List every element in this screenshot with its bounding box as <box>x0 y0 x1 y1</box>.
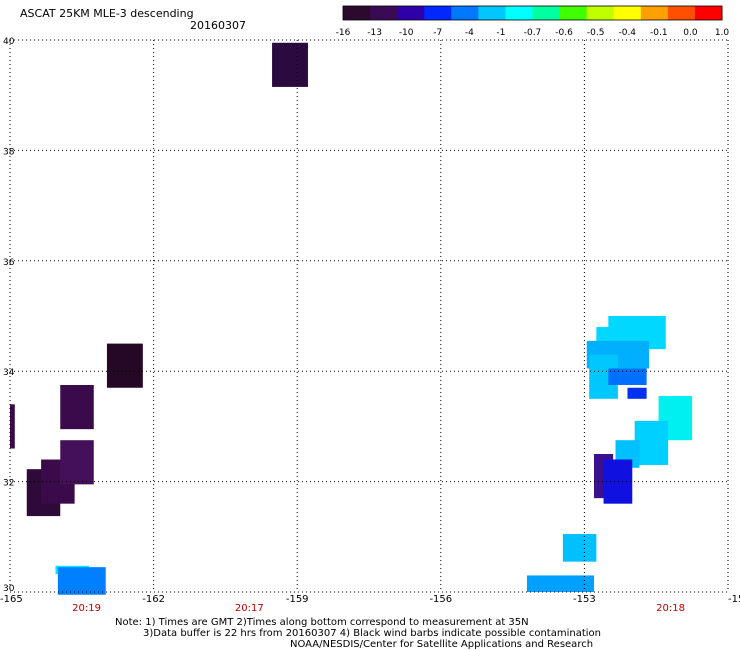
data-cell <box>60 440 94 485</box>
longitude-label: -162 <box>142 594 165 605</box>
note-line-1: Note: 1) Times are GMT 2)Times along bot… <box>115 617 529 628</box>
colorbar-label: -0.5 <box>587 28 605 38</box>
time-label: 20:18 <box>656 603 685 614</box>
colorbar-swatch <box>640 6 669 20</box>
longitude-label: -150 <box>728 594 740 605</box>
longitude-label: -153 <box>573 594 596 605</box>
time-label: 20:19 <box>72 603 101 614</box>
colorbar-swatch <box>370 6 398 20</box>
colorbar-swatch <box>532 6 561 20</box>
colorbar-label: 0.0 <box>683 28 698 38</box>
data-cell <box>562 534 597 562</box>
colorbar-label: -4 <box>465 28 474 38</box>
colorbar-swatch <box>397 6 425 20</box>
longitude-label: -165 <box>0 594 23 605</box>
colorbar-swatch <box>559 6 588 20</box>
colorbar-swatch <box>613 6 642 20</box>
data-cell <box>60 385 94 430</box>
data-cells <box>10 42 693 595</box>
map-title: ASCAT 25KM MLE-3 descending <box>20 7 194 20</box>
time-label: 20:17 <box>235 603 264 614</box>
colorbar-swatch <box>505 6 533 20</box>
colorbar-swatch <box>424 6 452 20</box>
data-cell <box>603 459 633 504</box>
colorbar <box>342 5 723 21</box>
map-date: 20160307 <box>190 19 246 32</box>
note-line-2: 3)Data buffer is 22 hrs from 20160307 4)… <box>143 628 601 639</box>
colorbar-label: -7 <box>433 28 442 38</box>
note-line-3: NOAA/NESDIS/Center for Satellite Applica… <box>290 639 593 650</box>
colorbar-swatch <box>451 6 479 20</box>
latitude-label: 32 <box>3 479 14 489</box>
colorbar-label: -13 <box>367 28 382 38</box>
colorbar-label: 1.0 <box>715 28 730 38</box>
colorbar-label: -0.6 <box>555 28 573 38</box>
colorbar-swatch <box>667 6 696 20</box>
data-cell <box>106 343 143 388</box>
latitude-label: 36 <box>3 258 15 268</box>
latitude-labels: 30 32 34 36 38 40 <box>3 37 15 594</box>
colorbar-swatch <box>586 6 615 20</box>
data-cell <box>627 387 647 399</box>
colorbar-label: -10 <box>399 28 414 38</box>
latitude-label: 40 <box>3 37 15 47</box>
data-cell <box>526 575 594 592</box>
colorbar-label: -1 <box>496 28 505 38</box>
data-cell <box>634 420 669 466</box>
data-cell <box>608 368 647 385</box>
colorbar-swatch <box>694 6 723 20</box>
colorbar-labels: -16 -13 -10 -7 -4 -1 -0.7 -0.6 -0.5 -0.4 -0.1 0.0 1.… <box>336 28 730 38</box>
colorbar-swatch <box>343 6 371 20</box>
data-cell <box>272 42 308 87</box>
colorbar-label: -0.1 <box>650 28 668 38</box>
latitude-label: 30 <box>3 584 15 594</box>
colorbar-label: -16 <box>336 28 351 38</box>
data-cell <box>57 567 106 595</box>
colorbar-label: -0.7 <box>524 28 542 38</box>
graticule <box>9 39 729 593</box>
colorbar-label: -0.4 <box>618 28 636 38</box>
data-cell <box>10 404 15 449</box>
latitude-label: 38 <box>3 147 15 157</box>
colorbar-swatch <box>478 6 506 20</box>
longitude-label: -156 <box>429 594 452 605</box>
latitude-label: 34 <box>3 368 15 378</box>
time-labels: 20:19 20:17 20:18 <box>72 603 685 614</box>
longitude-labels: -165 -162 -159 -156 -153 -150 <box>0 594 740 605</box>
longitude-label: -159 <box>286 594 309 605</box>
